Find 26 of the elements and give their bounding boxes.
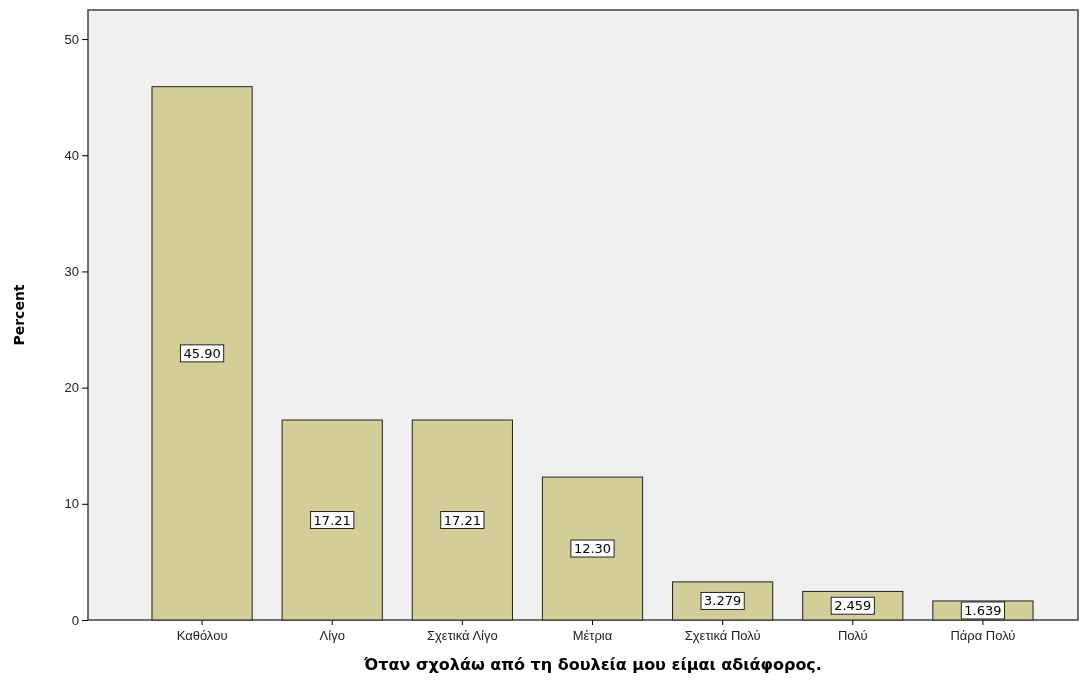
y-tick-label: 40 bbox=[64, 147, 79, 163]
x-tick-label: Λίγο bbox=[319, 627, 345, 643]
bar bbox=[411, 419, 513, 621]
data-label: 17.21 bbox=[313, 512, 351, 528]
x-tick-label: Σχετικά Πολύ bbox=[684, 627, 761, 643]
x-axis-title: Όταν σχολάω από τη δουλεία μου είμαι αδιάφορος. bbox=[363, 655, 822, 674]
bar bbox=[281, 419, 383, 621]
data-label: 3.279 bbox=[704, 593, 742, 609]
x-tick-label: Καθόλου bbox=[176, 627, 228, 643]
data-label: 45.90 bbox=[183, 345, 221, 361]
x-tick-label: Πάρα Πολύ bbox=[950, 627, 1016, 643]
y-tick-label: 50 bbox=[64, 31, 79, 47]
x-tick-label: Μέτρια bbox=[572, 627, 613, 643]
x-tick-label: Πολύ bbox=[837, 627, 868, 643]
data-label: 12.30 bbox=[573, 541, 612, 557]
y-tick-label: 20 bbox=[64, 380, 79, 396]
data-label: 17.21 bbox=[443, 512, 481, 528]
y-tick-label: 10 bbox=[64, 496, 79, 512]
y-tick-label: 30 bbox=[64, 264, 79, 280]
y-tick-label: 0 bbox=[71, 612, 79, 628]
data-label: 1.639 bbox=[964, 602, 1002, 618]
data-label: 2.459 bbox=[834, 598, 872, 614]
bar bbox=[541, 476, 644, 621]
y-axis-title: Percent bbox=[11, 284, 27, 346]
x-tick-label: Σχετικά Λίγο bbox=[426, 627, 498, 643]
bar bbox=[151, 86, 253, 621]
